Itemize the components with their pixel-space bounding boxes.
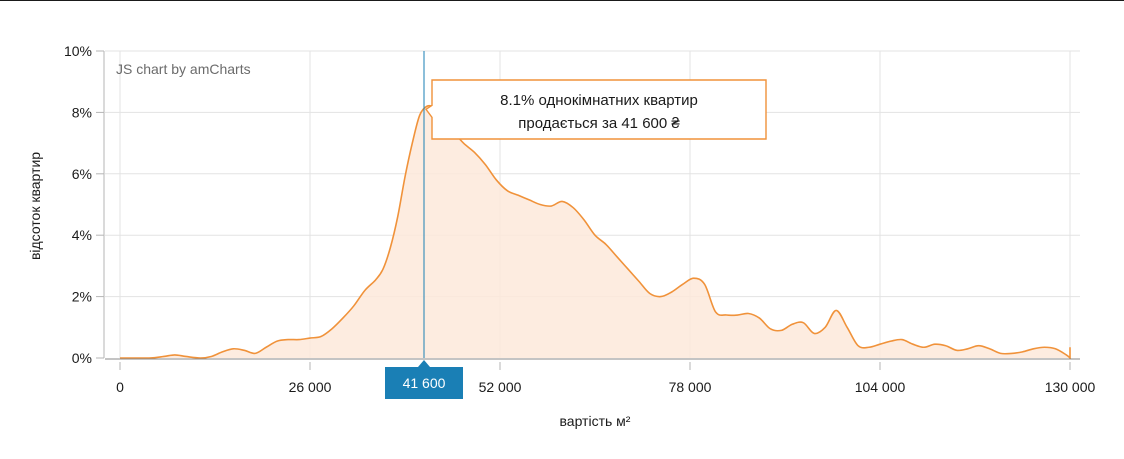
x-tick-label: 26 000 bbox=[289, 379, 332, 395]
balloon-text-line1: 8.1% однокімнатних квартир bbox=[500, 92, 698, 109]
y-tick-label: 8% bbox=[72, 104, 92, 120]
axes bbox=[96, 50, 1080, 370]
y-tick-label: 4% bbox=[72, 227, 92, 243]
y-tick-label: 0% bbox=[72, 350, 92, 366]
grid bbox=[105, 50, 1080, 358]
y-tick-label: 10% bbox=[64, 43, 92, 59]
chart-cursor[interactable]: 8.1% однокімнатних квартир продається за… bbox=[385, 51, 767, 399]
cursor-label-arrow bbox=[418, 360, 430, 367]
cursor-label-box bbox=[385, 367, 463, 399]
x-tick-label: 52 000 bbox=[479, 379, 522, 395]
y-tick-label: 2% bbox=[72, 289, 92, 305]
x-tick-label: 78 000 bbox=[669, 379, 712, 395]
cursor-label-text: 41 600 bbox=[403, 375, 446, 391]
chart-credit[interactable]: JS chart by amCharts bbox=[116, 61, 251, 77]
value-balloon: 8.1% однокімнатних квартир продається за… bbox=[424, 79, 767, 140]
x-axis-title: вартість м² bbox=[560, 413, 631, 429]
cursor-x-label: 41 600 bbox=[385, 360, 463, 399]
top-rule bbox=[0, 0, 1124, 1]
x-tick-label: 0 bbox=[116, 379, 124, 395]
area-layer bbox=[119, 104, 1072, 360]
y-axis-title: відсоток квартир bbox=[27, 152, 43, 260]
series-area bbox=[120, 105, 1071, 359]
tick-labels: 0% 2% 4% 6% 8% 10% 0 26 000 52 000 78 000 104 000 1… bbox=[64, 43, 1096, 395]
balloon-text-line2: продається за 41 600 ₴ bbox=[518, 115, 680, 132]
x-tick-label: 130 000 bbox=[1045, 379, 1096, 395]
series-line bbox=[119, 104, 1072, 360]
y-tick-label: 6% bbox=[72, 166, 92, 182]
balloon-box bbox=[424, 79, 767, 140]
x-tick-label: 104 000 bbox=[855, 379, 906, 395]
